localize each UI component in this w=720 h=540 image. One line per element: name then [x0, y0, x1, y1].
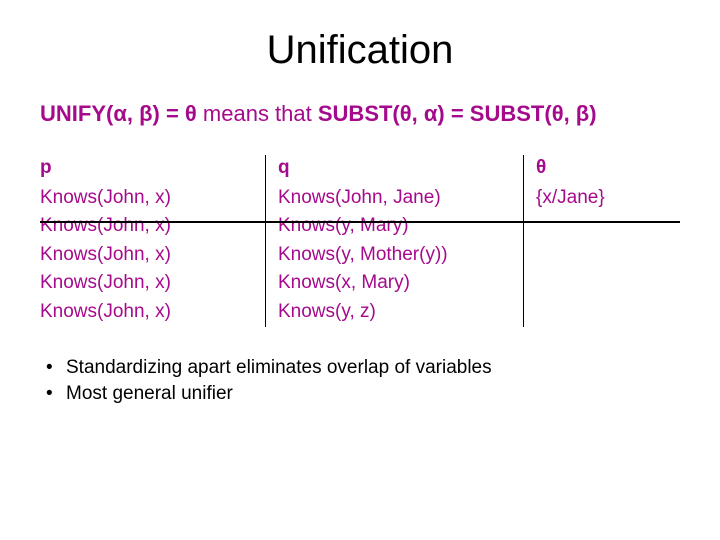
unification-table: p Knows(John, x) Knows(John, x) Knows(Jo… [40, 155, 680, 327]
table-cell: Knows(y, Mary) [278, 212, 523, 241]
header-q: q [278, 155, 523, 184]
table-cell: Knows(John, x) [40, 269, 265, 298]
list-item: Standardizing apart eliminates overlap o… [66, 355, 680, 381]
table-cell [536, 218, 605, 220]
slide: Unification UNIFY(α, β) = θ means that S… [0, 0, 720, 540]
table-header-rule [40, 221, 680, 223]
header-p: p [40, 155, 265, 184]
table-cell: Knows(John, Jane) [278, 184, 523, 213]
column-q: q Knows(John, Jane) Knows(y, Mary) Knows… [265, 155, 524, 327]
header-theta: θ [536, 155, 605, 184]
definition-line: UNIFY(α, β) = θ means that SUBST(θ, α) =… [40, 101, 680, 127]
definition-lhs: UNIFY(α, β) = θ [40, 101, 197, 126]
table-cell: Knows(x, Mary) [278, 269, 523, 298]
table-cell: Knows(John, x) [40, 298, 265, 327]
column-p: p Knows(John, x) Knows(John, x) Knows(Jo… [40, 155, 265, 327]
table-cell: Knows(John, x) [40, 184, 265, 213]
list-item: Most general unifier [66, 381, 680, 407]
table-cell: {x/Jane} [536, 184, 605, 213]
bullet-list: Standardizing apart eliminates overlap o… [40, 355, 680, 407]
table-cell: Knows(John, x) [40, 241, 265, 270]
table-cell: Knows(y, Mother(y)) [278, 241, 523, 270]
table-cell: Knows(y, z) [278, 298, 523, 327]
column-theta: θ {x/Jane} [524, 155, 605, 327]
table-cell: Knows(John, x) [40, 212, 265, 241]
page-title: Unification [40, 28, 680, 73]
definition-mid: means that [197, 101, 318, 126]
definition-rhs: SUBST(θ, α) = SUBST(θ, β) [318, 101, 597, 126]
